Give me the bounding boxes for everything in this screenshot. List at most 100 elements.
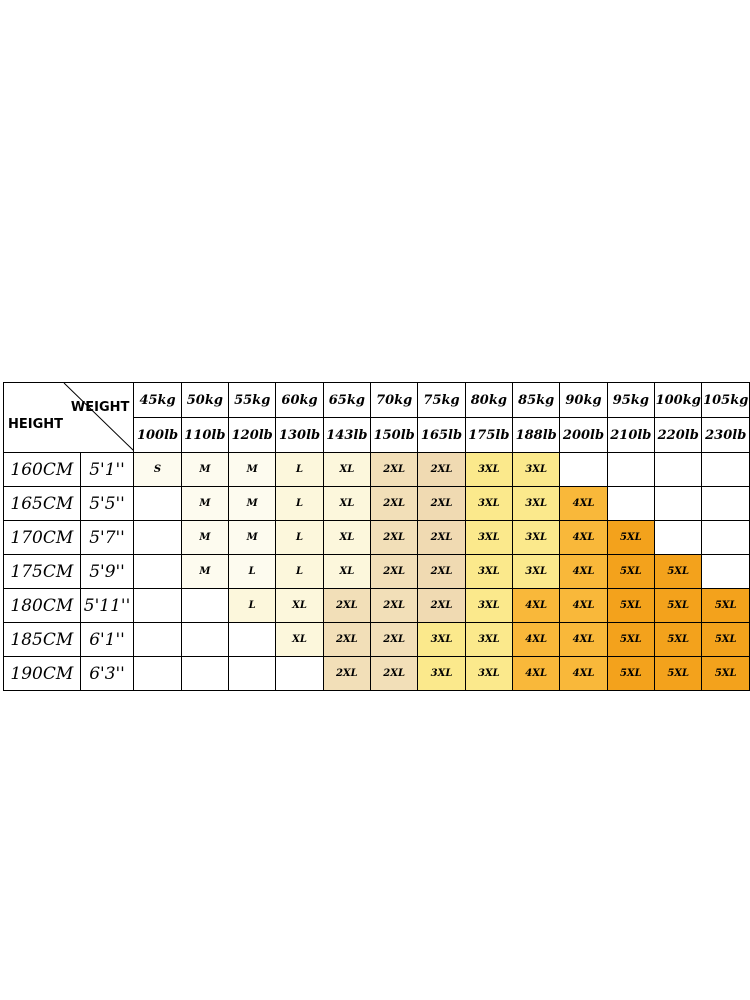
- size-cell: L: [275, 486, 324, 521]
- size-cell: XL: [275, 588, 324, 623]
- size-cell: [228, 622, 277, 657]
- height-ft-cell: 5'5'': [79, 486, 135, 521]
- size-cell: S: [133, 452, 182, 487]
- height-cm-cell: 165CM: [3, 486, 81, 521]
- size-cell: M: [228, 486, 277, 521]
- weight-lb-cell: 165lb: [417, 417, 466, 453]
- height-ft-cell: 6'3'': [79, 656, 135, 691]
- size-cell: [133, 622, 182, 657]
- weight-lb-cell: 210lb: [606, 417, 655, 453]
- size-cell: 2XL: [322, 656, 372, 691]
- size-cell: M: [228, 452, 277, 487]
- size-cell: [606, 486, 655, 521]
- table-row: 185CM 6'1'' XL 2XL 2XL 3XL 3XL 4XL 4XL 5XL 5XL 5XL: [3, 622, 750, 657]
- size-cell: 2XL: [370, 554, 419, 589]
- size-cell: [606, 452, 655, 487]
- size-cell: XL: [322, 486, 372, 521]
- size-cell: [133, 554, 182, 589]
- size-cell: XL: [322, 554, 372, 589]
- size-cell: 3XL: [464, 656, 514, 691]
- size-cell: M: [180, 554, 230, 589]
- size-cell: [275, 656, 324, 691]
- size-cell: 2XL: [370, 452, 419, 487]
- size-cell: [180, 588, 230, 623]
- size-cell: M: [180, 486, 230, 521]
- size-cell: [133, 588, 182, 623]
- size-cell: M: [228, 520, 277, 555]
- size-cell: L: [275, 554, 324, 589]
- size-cell: 5XL: [701, 588, 750, 623]
- size-cell: L: [228, 588, 277, 623]
- weight-kg-cell: 80kg: [464, 382, 514, 418]
- height-cm-cell: 180CM: [3, 588, 81, 623]
- size-cell: 3XL: [511, 554, 561, 589]
- table-row: 160CM 5'1'' S M M L XL 2XL 2XL 3XL 3XL: [3, 452, 750, 487]
- size-cell: 2XL: [417, 554, 466, 589]
- size-cell: [701, 486, 750, 521]
- size-cell: 2XL: [370, 656, 419, 691]
- height-cm-cell: 185CM: [3, 622, 81, 657]
- height-ft-cell: 5'11'': [79, 588, 135, 623]
- header-row-kg: WEIGHT HEIGHT 45kg 50kg 55kg 60kg 65kg 7…: [2, 382, 750, 453]
- size-cell: 3XL: [464, 622, 514, 657]
- weight-kg-cell: 70kg: [370, 382, 419, 418]
- size-cell: 2XL: [417, 452, 466, 487]
- size-cell: [653, 452, 703, 487]
- size-cell: 5XL: [653, 588, 703, 623]
- size-cell: 3XL: [464, 452, 514, 487]
- size-cell: 4XL: [559, 520, 608, 555]
- size-cell: 3XL: [464, 486, 514, 521]
- weight-kg-cell: 95kg: [606, 382, 655, 418]
- size-cell: [180, 622, 230, 657]
- diagonal-divider: [63, 383, 134, 451]
- size-cell: 5XL: [701, 656, 750, 691]
- size-cell: [133, 520, 182, 555]
- size-cell: [228, 656, 277, 691]
- weight-axis-label: WEIGHT: [70, 400, 130, 415]
- weight-lb-cell: 143lb: [322, 417, 372, 453]
- size-cell: 5XL: [606, 554, 655, 589]
- weight-kg-cell: 45kg: [133, 382, 182, 418]
- size-cell: 2XL: [370, 520, 419, 555]
- size-cell: 2XL: [370, 486, 419, 521]
- weight-kg-cell: 100kg: [653, 382, 703, 418]
- weight-lb-cell: 100lb: [133, 417, 182, 453]
- size-chart-table: WEIGHT HEIGHT 45kg 50kg 55kg 60kg 65kg 7…: [2, 382, 750, 691]
- corner-header: WEIGHT HEIGHT: [2, 382, 135, 453]
- size-cell: [133, 656, 182, 691]
- size-cell: 2XL: [322, 622, 372, 657]
- weight-lb-cell: 230lb: [701, 417, 750, 453]
- size-cell: 2XL: [417, 486, 466, 521]
- size-cell: 5XL: [653, 656, 703, 691]
- size-cell: 2XL: [417, 588, 466, 623]
- size-cell: 4XL: [511, 588, 561, 623]
- weight-kg-cell: 65kg: [322, 382, 372, 418]
- size-cell: 5XL: [606, 588, 655, 623]
- size-cell: 4XL: [559, 588, 608, 623]
- weight-lb-cell: 150lb: [370, 417, 419, 453]
- weight-kg-cell: 60kg: [275, 382, 324, 418]
- weight-kg-cell: 90kg: [559, 382, 608, 418]
- size-cell: [133, 486, 182, 521]
- table-header: WEIGHT HEIGHT 45kg 50kg 55kg 60kg 65kg 7…: [2, 382, 750, 453]
- size-cell: 5XL: [701, 622, 750, 657]
- size-cell: L: [275, 452, 324, 487]
- size-cell: M: [180, 520, 230, 555]
- size-cell: 3XL: [511, 452, 561, 487]
- weight-kg-cell: 75kg: [417, 382, 466, 418]
- height-ft-cell: 5'9'': [79, 554, 135, 589]
- height-axis-label: HEIGHT: [8, 417, 64, 432]
- size-cell: [180, 656, 230, 691]
- weight-lb-cell: 175lb: [464, 417, 514, 453]
- weight-lb-cell: 200lb: [559, 417, 608, 453]
- header-row-lb: 100lb 110lb 120lb 130lb 143lb 150lb 165l…: [4, 417, 750, 453]
- size-cell: M: [180, 452, 230, 487]
- size-cell: XL: [275, 622, 324, 657]
- size-cell: 2XL: [322, 588, 372, 623]
- size-cell: 4XL: [559, 486, 608, 521]
- size-cell: [701, 452, 750, 487]
- weight-kg-cell: 105kg: [701, 382, 750, 418]
- size-cell: 2XL: [370, 622, 419, 657]
- table-row: 180CM 5'11'' L XL 2XL 2XL 2XL 3XL 4XL 4XL 5XL 5XL 5X…: [3, 588, 750, 623]
- size-cell: 3XL: [511, 520, 561, 555]
